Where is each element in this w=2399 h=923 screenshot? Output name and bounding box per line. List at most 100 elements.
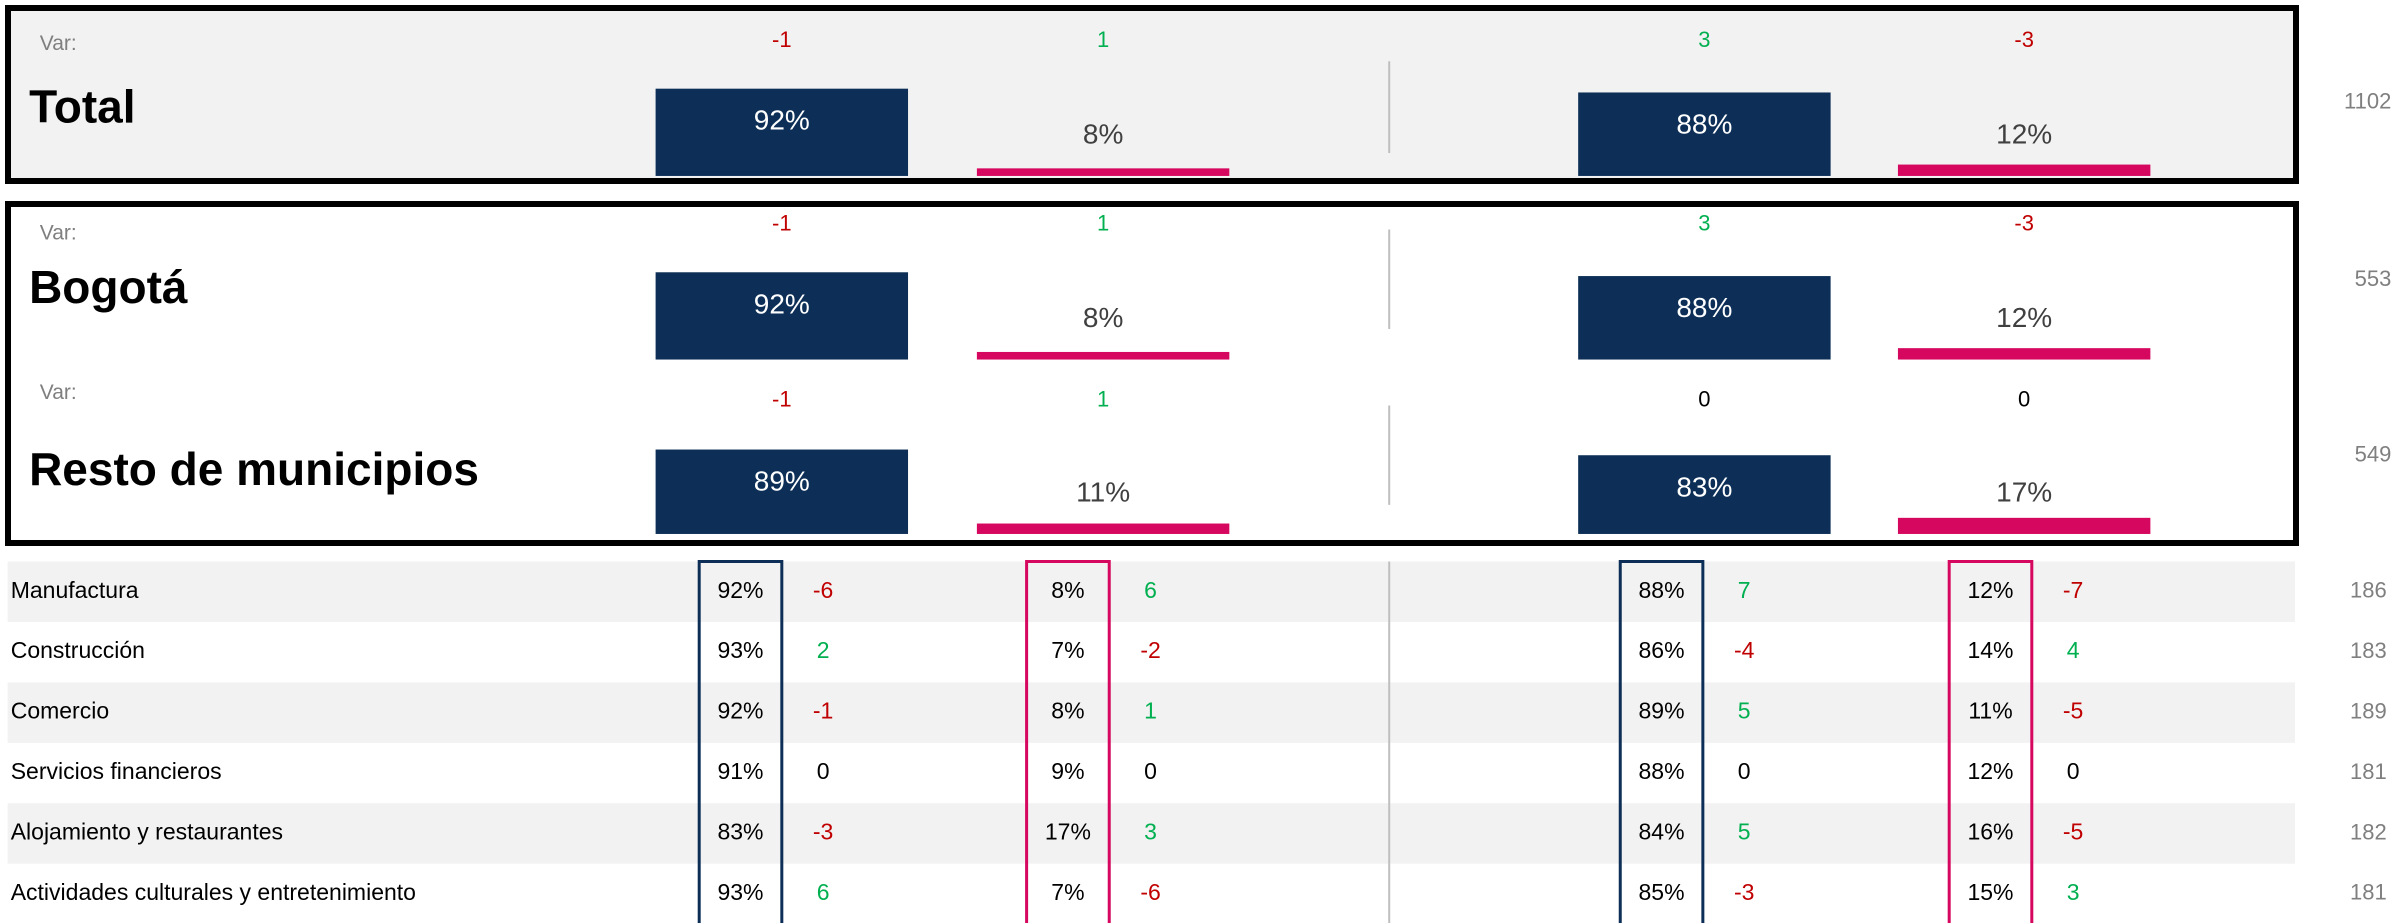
bar	[1578, 92, 1831, 176]
bar-label: 12%	[1996, 119, 2052, 150]
cell-value: 8%	[1051, 698, 1084, 724]
column-box	[697, 560, 784, 923]
var-value: 0	[1698, 387, 1710, 412]
cell-var: 5	[1738, 698, 1751, 724]
cell-value: 12%	[1967, 758, 2013, 784]
row-name: Comercio	[11, 698, 109, 724]
cell-value: 9%	[1051, 758, 1084, 784]
bar-label: 12%	[1996, 302, 2052, 333]
row-count: 181	[2350, 759, 2387, 784]
bar-label: 92%	[754, 105, 810, 136]
column-box	[1025, 560, 1111, 923]
cell-value: 91%	[717, 758, 763, 784]
bar	[976, 351, 1230, 360]
cell-value: 7%	[1051, 879, 1084, 905]
var-value: -3	[2014, 27, 2034, 52]
cell-var: -5	[2063, 819, 2083, 845]
cell-value: 14%	[1967, 637, 2013, 663]
row-name: Alojamiento y restaurantes	[11, 819, 283, 845]
panel-title: Total	[29, 80, 135, 132]
cell-value: 16%	[1967, 819, 2013, 845]
cell-value: 86%	[1639, 637, 1685, 663]
bar-label: 8%	[1083, 119, 1123, 150]
var-label: Var:	[40, 381, 77, 404]
cell-var: 7	[1738, 577, 1751, 603]
bar-label: 88%	[1676, 109, 1732, 140]
row-bg	[7, 682, 2295, 743]
row-count: 181	[2350, 880, 2387, 905]
panel-title: Bogotá	[29, 261, 188, 313]
var-label: Var:	[40, 222, 77, 245]
cell-var: -5	[2063, 698, 2083, 724]
cell-var: 0	[817, 758, 830, 784]
cell-value: 89%	[1639, 698, 1685, 724]
cell-value: 92%	[717, 577, 763, 603]
cell-var: 0	[1738, 758, 1751, 784]
row-name: Manufactura	[11, 577, 139, 603]
cell-var: -2	[1140, 637, 1160, 663]
bar	[1897, 348, 2151, 360]
column-box	[1947, 560, 2034, 923]
var-value: 0	[2018, 387, 2030, 412]
cell-var: -7	[2063, 577, 2083, 603]
cell-var: -6	[813, 577, 833, 603]
row-count: 189	[2350, 698, 2387, 723]
panel-title: Resto de municipios	[29, 443, 479, 495]
column-box	[1618, 560, 1705, 923]
cell-var: 6	[1144, 577, 1157, 603]
row-bg	[7, 803, 2295, 864]
row-bg	[7, 561, 2295, 622]
bar-label: 83%	[1676, 471, 1732, 502]
cell-value: 11%	[1968, 698, 2012, 724]
bar	[655, 88, 909, 176]
cell-var: -3	[1734, 879, 1754, 905]
bar	[655, 449, 909, 534]
bar-label: 92%	[754, 288, 810, 319]
bar	[1897, 164, 2151, 176]
row-count: 183	[2350, 638, 2387, 663]
cell-value: 12%	[1967, 577, 2013, 603]
var-value: -1	[772, 387, 792, 412]
cell-var: 0	[2067, 758, 2080, 784]
cell-var: 3	[1144, 819, 1157, 845]
cell-value: 93%	[717, 879, 763, 905]
cell-value: 85%	[1639, 879, 1685, 905]
bar-label: 17%	[1996, 477, 2052, 508]
cell-value: 83%	[717, 819, 763, 845]
var-value: -3	[2014, 211, 2034, 236]
bar	[1578, 276, 1831, 360]
cell-var: 4	[2067, 637, 2080, 663]
bar-label: 11%	[1076, 477, 1130, 508]
cell-var: -3	[813, 819, 833, 845]
bar	[655, 272, 909, 360]
count: 1102	[2344, 88, 2391, 113]
bar	[976, 523, 1230, 534]
cell-var: 1	[1144, 698, 1157, 724]
var-value: 3	[1698, 27, 1710, 52]
row-count: 182	[2350, 819, 2387, 844]
var-value: 1	[1097, 387, 1109, 412]
cell-value: 93%	[717, 637, 763, 663]
row-count: 186	[2350, 578, 2387, 603]
row-name: Servicios financieros	[11, 758, 222, 784]
cell-value: 88%	[1639, 758, 1685, 784]
count: 549	[2355, 442, 2392, 467]
cell-var: -4	[1734, 637, 1755, 663]
row-name: Construcción	[11, 637, 145, 663]
var-label: Var:	[40, 32, 77, 55]
cell-value: 7%	[1051, 637, 1084, 663]
bar	[1578, 455, 1831, 534]
var-value: -1	[772, 27, 792, 52]
cell-value: 8%	[1051, 577, 1084, 603]
bar-label: 8%	[1083, 302, 1123, 333]
cell-var: 5	[1738, 819, 1751, 845]
var-value: -1	[772, 211, 792, 236]
cell-var: 6	[817, 879, 830, 905]
cell-value: 15%	[1967, 879, 2013, 905]
bar	[976, 168, 1230, 176]
cell-var: 3	[2067, 879, 2080, 905]
regions-box	[5, 201, 2299, 546]
cell-value: 17%	[1045, 819, 1091, 845]
